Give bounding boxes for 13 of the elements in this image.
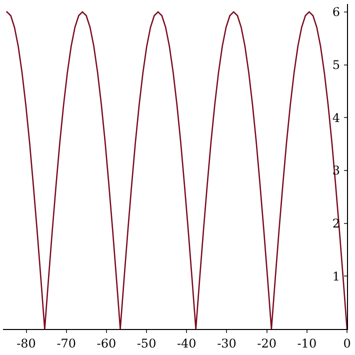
x-tick-label: -50 bbox=[136, 336, 156, 350]
y-tick-label: 1 bbox=[332, 269, 340, 284]
x-tick-label: -10 bbox=[297, 336, 317, 350]
x-tick-label: -40 bbox=[176, 336, 196, 350]
x-tick-label: 0 bbox=[343, 336, 351, 350]
y-tick-label: 4 bbox=[332, 110, 340, 125]
y-tick-label: 5 bbox=[332, 58, 340, 72]
x-tick-label: -60 bbox=[96, 336, 116, 350]
x-tick-label: -20 bbox=[257, 336, 276, 350]
x-tick-label: -80 bbox=[16, 336, 36, 350]
x-tick-label: -30 bbox=[217, 336, 236, 350]
y-tick-label: 6 bbox=[332, 5, 340, 20]
x-tick-label: -70 bbox=[56, 336, 76, 350]
